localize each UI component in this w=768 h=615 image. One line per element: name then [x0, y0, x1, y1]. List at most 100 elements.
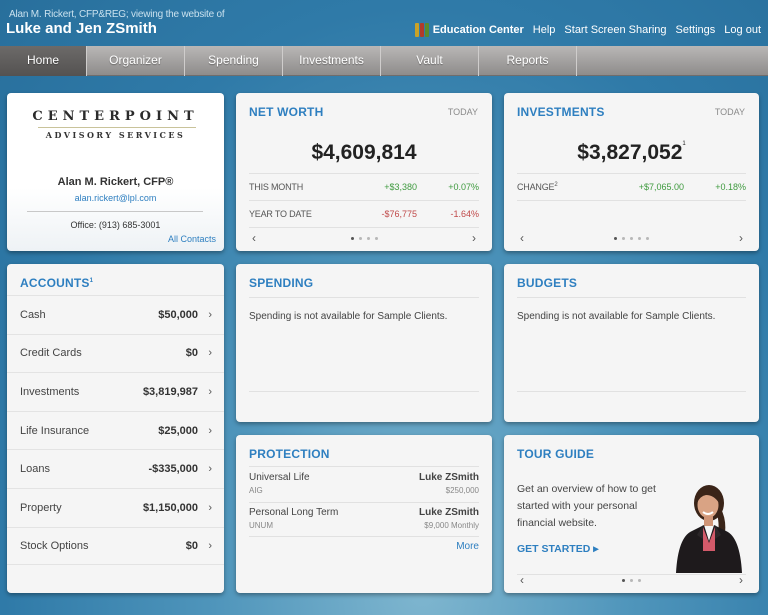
divider: [517, 297, 746, 298]
viewing-as-text: Alan M. Rickert, CFP&REG; viewing the we…: [9, 9, 225, 20]
tour-guide-card: TOUR GUIDE Get an overview of how to get…: [504, 435, 759, 593]
card-title[interactable]: NET WORTH: [249, 105, 324, 119]
page-dot[interactable]: [614, 236, 617, 240]
carousel-pager: ‹ ›: [249, 231, 479, 245]
policy-row[interactable]: Personal Long Term UNUM Luke ZSmith $9,0…: [249, 507, 479, 530]
carousel-pager: ‹ ›: [517, 231, 746, 245]
account-row-life-insurance[interactable]: Life Insurance $25,000 ›: [7, 410, 224, 450]
tab-home[interactable]: Home: [0, 46, 87, 76]
firm-logo-name: CENTERPOINT: [32, 109, 199, 124]
card-title[interactable]: SPENDING: [249, 276, 314, 290]
divider: [249, 173, 479, 174]
period-label: TODAY: [447, 107, 478, 117]
divider: [517, 200, 746, 201]
page-dot[interactable]: [622, 578, 625, 582]
divider: [249, 297, 479, 298]
carousel-pager: ‹ ›: [517, 573, 746, 587]
page-dot[interactable]: [630, 578, 633, 582]
chevron-right-icon[interactable]: ›: [739, 231, 743, 245]
protection-card: PROTECTION Universal Life AIG Luke ZSmit…: [236, 435, 492, 593]
page-dots: [622, 578, 641, 582]
investments-card: INVESTMENTS TODAY $3,827,0521 CHANGE2 +$…: [504, 93, 759, 251]
divider: [249, 536, 479, 537]
chevron-right-icon: ›: [208, 501, 212, 514]
stat-row-year-to-date: YEAR TO DATE -$76,775 -1.64%: [249, 208, 479, 219]
page-dot[interactable]: [638, 236, 641, 240]
spending-card: SPENDING Spending is not available for S…: [236, 264, 492, 422]
chevron-left-icon[interactable]: ‹: [252, 231, 256, 245]
firm-logo-subtitle: ADVISORY SERVICES: [45, 130, 186, 140]
get-started-link[interactable]: GET STARTED ▸: [517, 543, 599, 555]
divider: [249, 391, 479, 392]
chevron-right-icon: ›: [208, 424, 212, 437]
policy-row[interactable]: Universal Life AIG Luke ZSmith $250,000: [249, 472, 479, 495]
page-dot[interactable]: [350, 236, 354, 240]
all-contacts-link[interactable]: All Contacts: [167, 234, 216, 244]
chevron-right-icon[interactable]: ›: [739, 573, 743, 587]
logo-divider: [38, 127, 196, 128]
tab-organizer[interactable]: Organizer: [87, 46, 185, 76]
page-dots: [614, 236, 649, 240]
investments-value: $3,827,0521: [577, 141, 686, 164]
page-dot[interactable]: [622, 236, 625, 240]
advisor-office-phone: Office: (913) 685-3001: [70, 220, 161, 230]
accounts-list: Cash $50,000 › Credit Cards $0 › Investm…: [7, 295, 224, 566]
account-row-cash[interactable]: Cash $50,000 ›: [7, 295, 224, 334]
tab-investments[interactable]: Investments: [283, 46, 381, 76]
page-dots: [350, 236, 378, 240]
tour-guide-person-image: [670, 481, 748, 573]
account-row-loans[interactable]: Loans -$335,000 ›: [7, 449, 224, 488]
chevron-right-icon: ›: [208, 308, 212, 321]
budgets-card: BUDGETS Spending is not available for Sa…: [504, 264, 759, 422]
page-dot[interactable]: [646, 236, 649, 240]
period-label: TODAY: [714, 107, 745, 117]
chevron-right-icon[interactable]: ›: [472, 231, 476, 245]
account-row-investments[interactable]: Investments $3,819,987 ›: [7, 372, 224, 411]
advisor-email-link[interactable]: alan.rickert@lpl.com: [74, 193, 157, 203]
stat-row-change: CHANGE2 +$7,065.00 +0.18%: [517, 181, 746, 192]
divider: [517, 173, 746, 174]
screen-sharing-link[interactable]: Start Screen Sharing: [564, 24, 667, 36]
logout-link[interactable]: Log out: [724, 24, 761, 36]
card-title[interactable]: PROTECTION: [249, 447, 330, 461]
settings-link[interactable]: Settings: [675, 24, 716, 36]
card-title[interactable]: BUDGETS: [517, 276, 578, 290]
page-dot[interactable]: [366, 236, 370, 240]
top-header: Alan M. Rickert, CFP&REG; viewing the we…: [0, 0, 768, 46]
tour-description: Get an overview of how to get started wi…: [517, 483, 656, 529]
page-dot[interactable]: [358, 236, 362, 240]
account-row-property[interactable]: Property $1,150,000 ›: [7, 487, 224, 527]
account-row-stock-options[interactable]: Stock Options $0 ›: [7, 526, 224, 566]
footnote-marker: 1: [682, 141, 686, 147]
advisor-name: Alan M. Rickert, CFP®: [57, 176, 174, 188]
divider: [27, 211, 203, 212]
divider: [517, 574, 746, 575]
card-title[interactable]: ACCOUNTS1: [20, 276, 94, 290]
net-worth-card: NET WORTH TODAY $4,609,814 THIS MONTH +$…: [236, 93, 492, 251]
divider: [249, 227, 479, 228]
card-title[interactable]: INVESTMENTS: [517, 105, 605, 119]
chevron-right-icon: ›: [208, 463, 212, 476]
more-link[interactable]: More: [456, 541, 479, 552]
education-center-link[interactable]: Education Center: [414, 23, 524, 37]
chevron-left-icon[interactable]: ‹: [520, 573, 524, 587]
chevron-right-icon: ›: [208, 539, 212, 552]
card-title: TOUR GUIDE: [517, 447, 595, 461]
tab-reports[interactable]: Reports: [479, 46, 577, 76]
divider: [249, 200, 479, 201]
page-dot[interactable]: [374, 236, 378, 240]
tab-spending[interactable]: Spending: [185, 46, 283, 76]
divider: [249, 502, 479, 503]
unavailable-message: Spending is not available for Sample Cli…: [517, 311, 716, 322]
main-nav: Home Organizer Spending Investments Vaul…: [0, 46, 768, 76]
client-name: Luke and Jen ZSmith: [6, 20, 157, 37]
tab-vault[interactable]: Vault: [381, 46, 479, 76]
help-link[interactable]: Help: [532, 24, 556, 36]
page-dot[interactable]: [630, 236, 633, 240]
chevron-left-icon[interactable]: ‹: [520, 231, 524, 245]
unavailable-message: Spending is not available for Sample Cli…: [249, 311, 448, 322]
chevron-right-icon: ›: [208, 347, 212, 360]
top-links: Education Center Help Start Screen Shari…: [406, 23, 761, 37]
page-dot[interactable]: [638, 578, 641, 582]
account-row-credit-cards[interactable]: Credit Cards $0 ›: [7, 333, 224, 373]
